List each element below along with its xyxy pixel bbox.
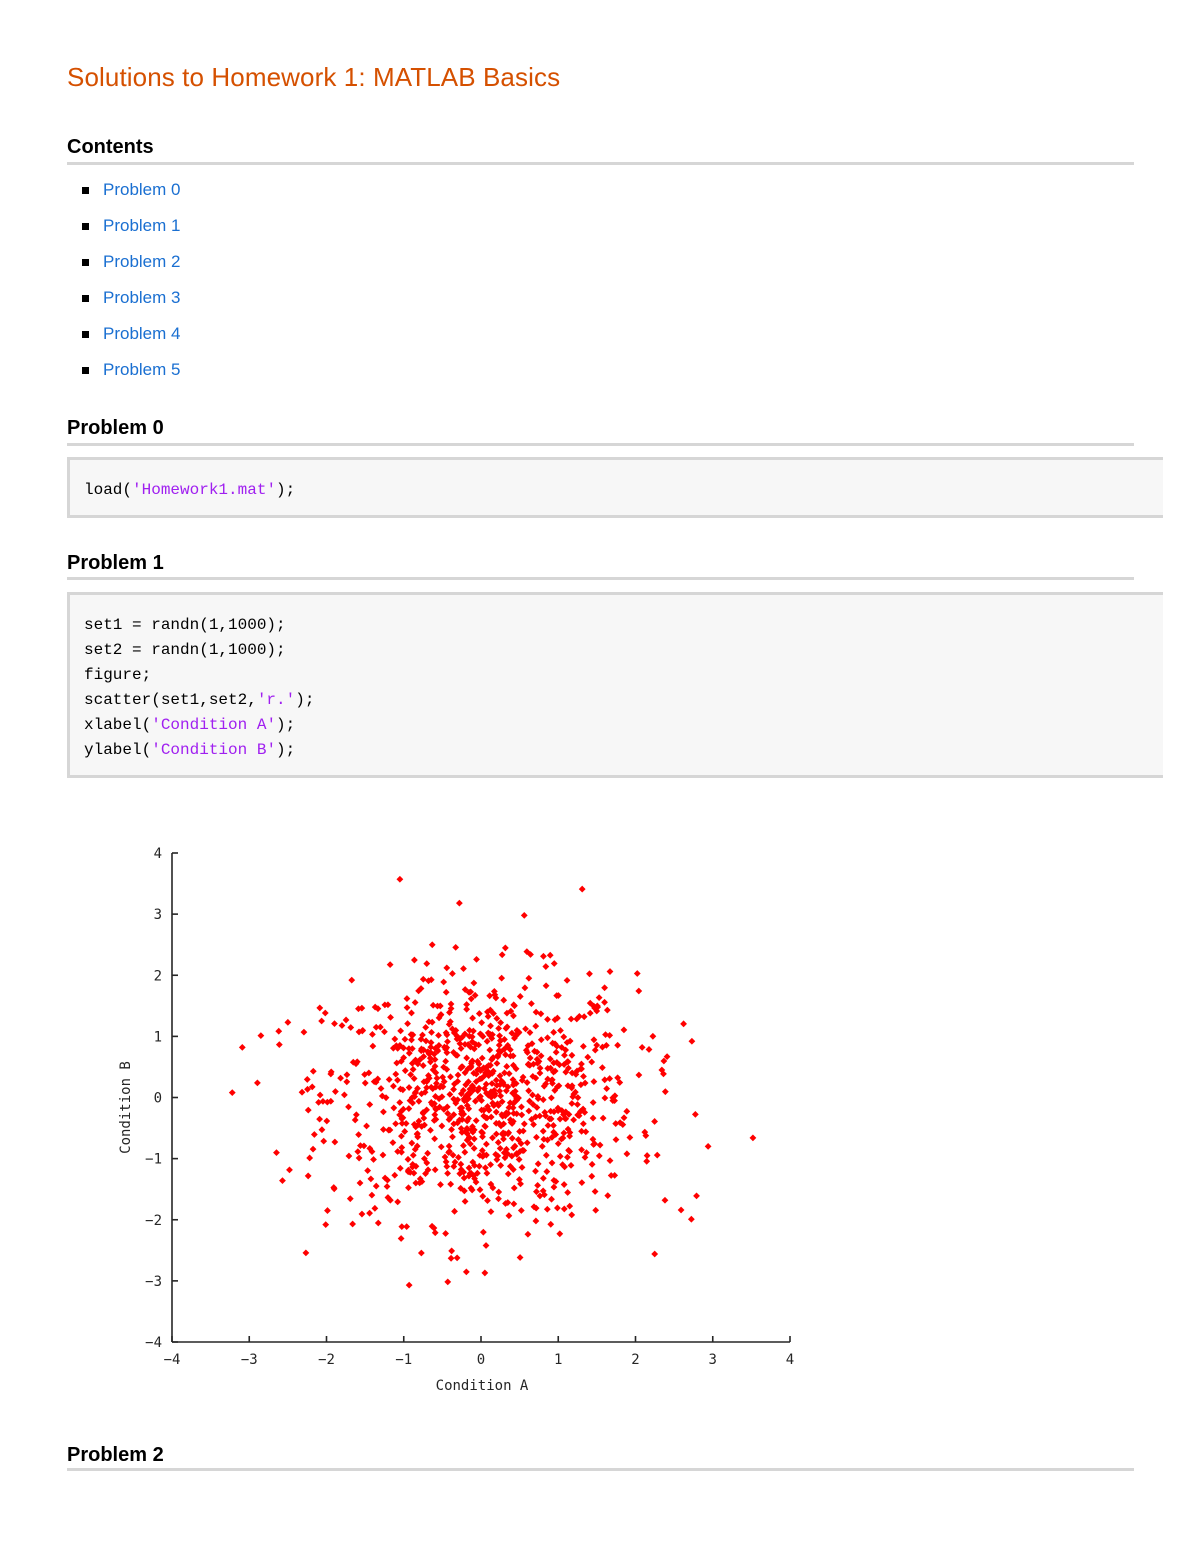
problem-2-heading: Problem 2: [67, 1444, 164, 1466]
svg-text:0: 0: [477, 1352, 485, 1368]
problem-1-rule: [67, 577, 1134, 580]
svg-text:−3: −3: [241, 1352, 258, 1368]
toc-item-problem-5: Problem 5: [67, 356, 180, 392]
svg-text:1: 1: [554, 1352, 562, 1368]
scatter-plot: −4 −3 −2 −1 0 1 2 3 4 −4 −3 −2 −1 0 1 2 3 4 Condition A Con…: [118, 846, 795, 1394]
contents-rule: [67, 162, 1134, 165]
svg-text:2: 2: [631, 1352, 639, 1368]
toc-link-problem-4[interactable]: Problem 4: [103, 324, 181, 343]
toc-link-problem-3[interactable]: Problem 3: [103, 288, 181, 307]
bullet-icon: [82, 187, 89, 194]
problem-1-code-block: set1 = randn(1,1000); set2 = randn(1,100…: [67, 592, 1163, 778]
bullet-icon: [82, 223, 89, 230]
x-axis-label: Condition A: [436, 1378, 529, 1394]
svg-text:−3: −3: [145, 1274, 162, 1290]
code-line: xlabel('Condition A');: [84, 716, 296, 734]
svg-text:1: 1: [154, 1029, 162, 1045]
problem-2-rule: [67, 1468, 1134, 1471]
svg-text:2: 2: [154, 968, 162, 984]
svg-text:4: 4: [786, 1352, 794, 1368]
code-line: scatter(set1,set2,'r.');: [84, 691, 315, 709]
y-axis-label: Condition B: [118, 1061, 134, 1154]
toc-item-problem-4: Problem 4: [67, 320, 180, 356]
svg-text:−1: −1: [145, 1152, 162, 1168]
data-points: [228, 875, 757, 1289]
svg-text:−4: −4: [145, 1335, 162, 1351]
svg-text:3: 3: [709, 1352, 717, 1368]
code-line: ylabel('Condition B');: [84, 741, 296, 759]
svg-text:0: 0: [154, 1091, 162, 1107]
bullet-icon: [82, 331, 89, 338]
toc-item-problem-1: Problem 1: [67, 212, 180, 248]
toc-item-problem-0: Problem 0: [67, 176, 180, 212]
x-tick-labels: −4 −3 −2 −1 0 1 2 3 4: [164, 1352, 795, 1368]
y-tick-labels: −4 −3 −2 −1 0 1 2 3 4: [145, 846, 162, 1351]
svg-text:4: 4: [154, 846, 162, 862]
toc-item-problem-3: Problem 3: [67, 284, 180, 320]
toc-link-problem-2[interactable]: Problem 2: [103, 252, 181, 271]
page-title: Solutions to Homework 1: MATLAB Basics: [67, 62, 561, 92]
bullet-icon: [82, 259, 89, 266]
svg-text:−1: −1: [395, 1352, 412, 1368]
svg-text:−4: −4: [164, 1352, 181, 1368]
svg-text:3: 3: [154, 907, 162, 923]
bullet-icon: [82, 367, 89, 374]
toc-item-problem-2: Problem 2: [67, 248, 180, 284]
code-line: set2 = randn(1,1000);: [84, 641, 286, 659]
bullet-icon: [82, 295, 89, 302]
svg-text:−2: −2: [145, 1213, 162, 1229]
svg-text:−2: −2: [318, 1352, 335, 1368]
toc-link-problem-0[interactable]: Problem 0: [103, 180, 181, 199]
code-line: set1 = randn(1,1000);: [84, 616, 286, 634]
toc-link-problem-5[interactable]: Problem 5: [103, 360, 181, 379]
toc-link-problem-1[interactable]: Problem 1: [103, 216, 181, 235]
problem-0-code-block: load('Homework1.mat');: [67, 457, 1163, 518]
code-line: load('Homework1.mat');: [84, 481, 296, 499]
contents-list: Problem 0 Problem 1 Problem 2 Problem 3 …: [67, 176, 180, 392]
code-line: figure;: [84, 666, 152, 684]
problem-0-heading: Problem 0: [67, 417, 164, 439]
contents-heading: Contents: [67, 136, 154, 158]
axes: [171, 852, 791, 1343]
scatter-plot-figure: −4 −3 −2 −1 0 1 2 3 4 −4 −3 −2 −1 0 1 2 3 4 Condition A Con…: [100, 838, 820, 1408]
problem-1-heading: Problem 1: [67, 552, 164, 574]
problem-0-rule: [67, 443, 1134, 446]
